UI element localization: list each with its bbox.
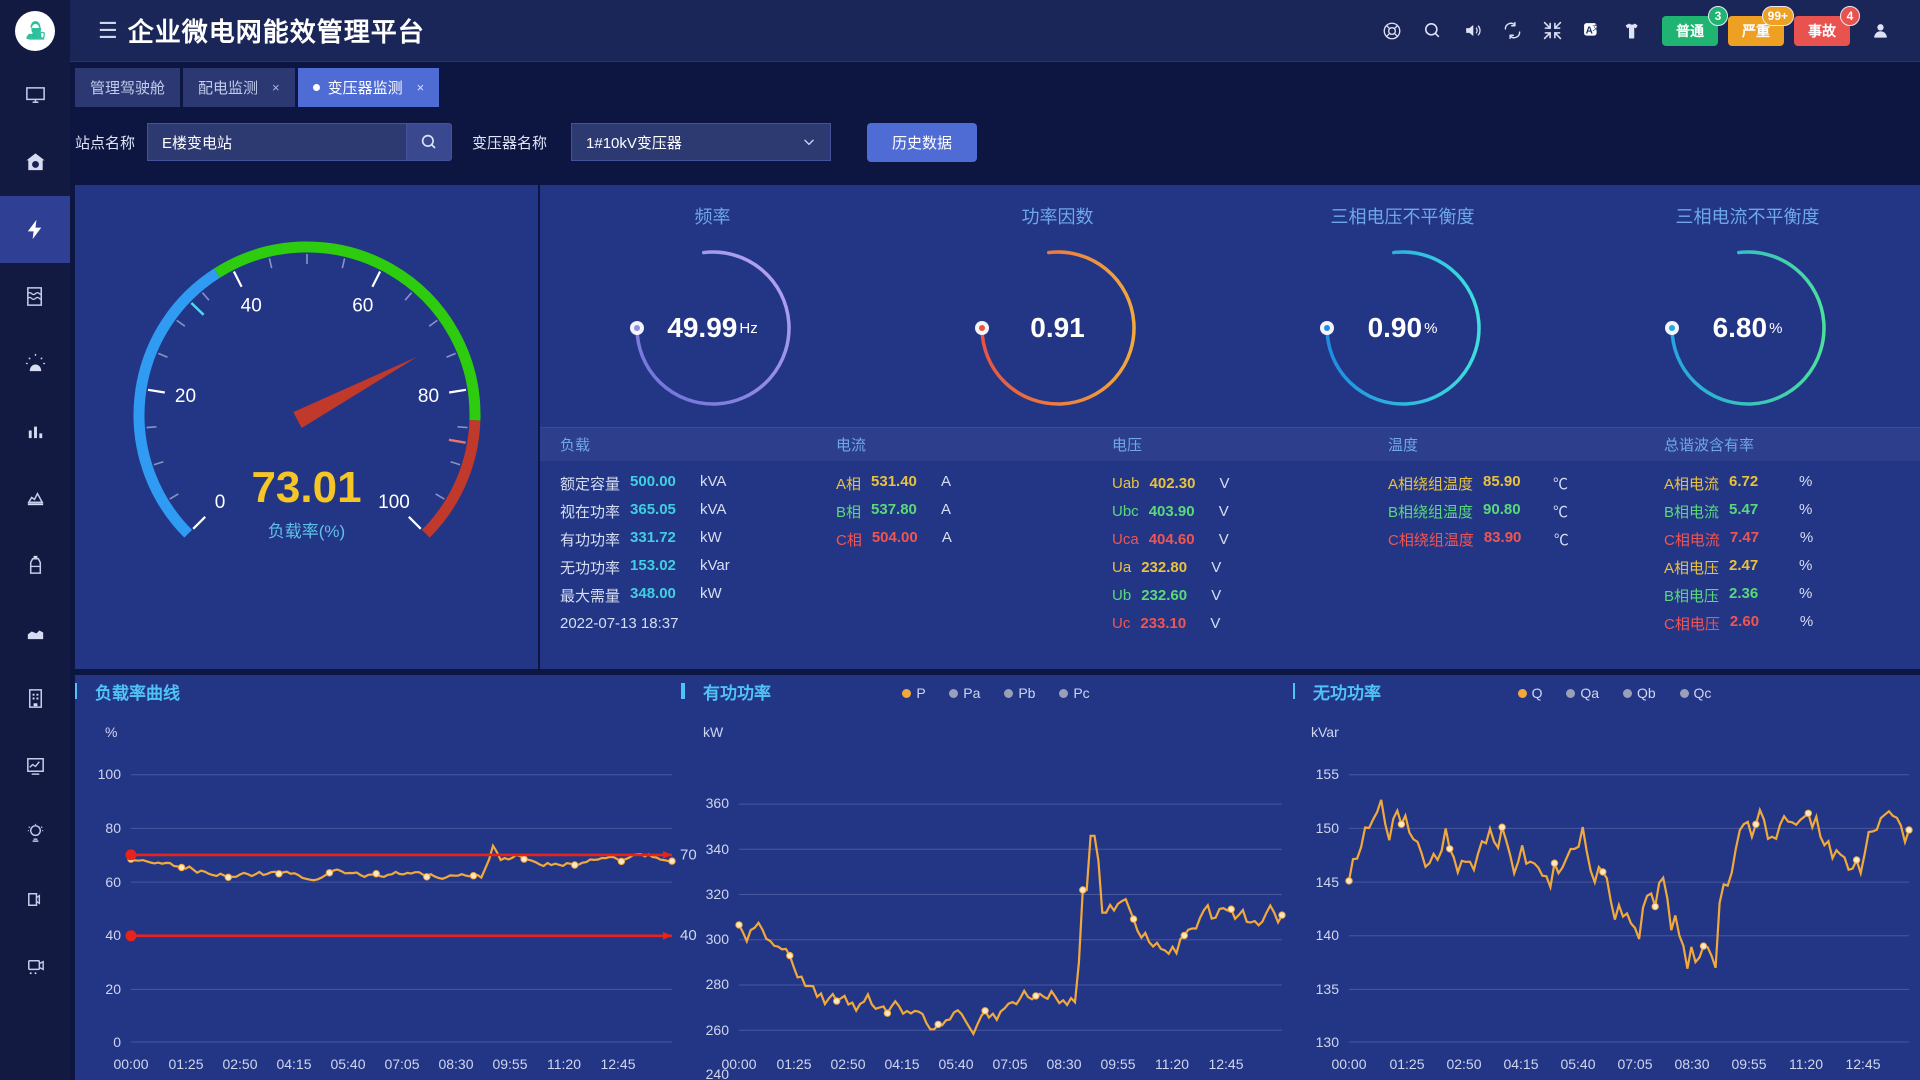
svg-text:11:20: 11:20 [1789, 1056, 1823, 1072]
svg-text:135: 135 [1316, 981, 1340, 997]
svg-text:80: 80 [417, 386, 438, 407]
svg-text:01:25: 01:25 [776, 1056, 811, 1072]
svg-text:02:50: 02:50 [222, 1056, 257, 1072]
svg-text:80: 80 [105, 820, 121, 836]
svg-text:05:40: 05:40 [330, 1056, 365, 1072]
svg-text:02:50: 02:50 [830, 1056, 865, 1072]
svg-text:130: 130 [1316, 1034, 1340, 1050]
svg-text:12:45: 12:45 [1845, 1056, 1880, 1072]
svg-text:60: 60 [105, 874, 121, 890]
svg-text:155: 155 [1316, 766, 1340, 782]
svg-text:0: 0 [113, 1034, 121, 1050]
svg-text:04:15: 04:15 [1503, 1056, 1538, 1072]
svg-text:04:15: 04:15 [884, 1056, 919, 1072]
svg-text:08:30: 08:30 [1046, 1056, 1081, 1072]
svg-text:20: 20 [174, 386, 195, 407]
svg-text:340: 340 [706, 841, 730, 857]
svg-text:11:20: 11:20 [1155, 1056, 1189, 1072]
svg-text:05:40: 05:40 [1560, 1056, 1595, 1072]
svg-text:320: 320 [706, 886, 730, 902]
svg-text:00:00: 00:00 [721, 1056, 756, 1072]
svg-text:12:45: 12:45 [1208, 1056, 1243, 1072]
svg-text:%: % [105, 724, 117, 740]
svg-text:kW: kW [703, 724, 724, 740]
svg-text:140: 140 [1316, 927, 1340, 943]
svg-text:kVar: kVar [1311, 724, 1339, 740]
svg-text:00:00: 00:00 [113, 1056, 148, 1072]
svg-text:150: 150 [1316, 820, 1340, 836]
svg-text:08:30: 08:30 [438, 1056, 473, 1072]
svg-text:02:50: 02:50 [1446, 1056, 1481, 1072]
svg-text:145: 145 [1316, 874, 1340, 890]
svg-text:260: 260 [706, 1022, 730, 1038]
svg-text:12:45: 12:45 [600, 1056, 635, 1072]
svg-text:60: 60 [352, 295, 373, 316]
svg-text:40: 40 [240, 295, 261, 316]
svg-text:100: 100 [98, 766, 122, 782]
svg-text:00:00: 00:00 [1331, 1056, 1366, 1072]
svg-text:01:25: 01:25 [168, 1056, 203, 1072]
svg-text:360: 360 [706, 795, 730, 811]
svg-text:40: 40 [105, 927, 121, 943]
svg-text:09:55: 09:55 [1100, 1056, 1135, 1072]
svg-text:文: 文 [1592, 23, 1599, 32]
svg-text:07:05: 07:05 [384, 1056, 419, 1072]
svg-text:04:15: 04:15 [276, 1056, 311, 1072]
svg-text:07:05: 07:05 [992, 1056, 1027, 1072]
svg-text:09:55: 09:55 [1731, 1056, 1766, 1072]
svg-text:05:40: 05:40 [938, 1056, 973, 1072]
svg-text:300: 300 [706, 931, 730, 947]
svg-text:70: 70 [680, 847, 697, 864]
svg-text:09:55: 09:55 [492, 1056, 527, 1072]
svg-text:20: 20 [105, 981, 121, 997]
svg-text:01:25: 01:25 [1389, 1056, 1424, 1072]
svg-text:08:30: 08:30 [1674, 1056, 1709, 1072]
svg-text:40: 40 [680, 927, 697, 944]
svg-text:280: 280 [706, 976, 730, 992]
svg-text:11:20: 11:20 [547, 1056, 581, 1072]
svg-text:07:05: 07:05 [1617, 1056, 1652, 1072]
